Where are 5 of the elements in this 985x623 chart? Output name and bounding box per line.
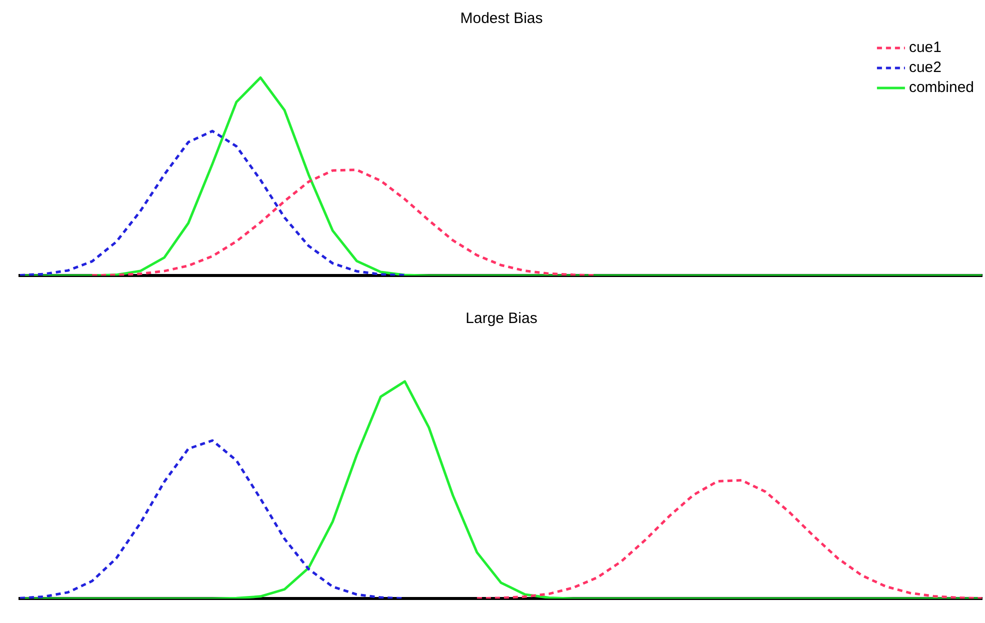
legend-label: combined [908,79,974,96]
legend-label: cue1 [908,39,942,56]
legend-label: cue2 [908,59,942,76]
chart-title: Modest Bias [460,10,543,28]
chart-title: Large Bias [466,310,538,328]
